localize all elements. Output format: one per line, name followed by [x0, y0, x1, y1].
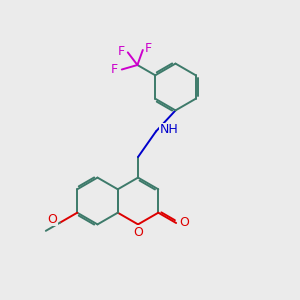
- Text: O: O: [180, 217, 190, 230]
- Text: NH: NH: [160, 123, 178, 136]
- Text: F: F: [111, 63, 118, 76]
- Text: O: O: [47, 212, 57, 226]
- Text: O: O: [133, 226, 143, 239]
- Text: F: F: [118, 45, 125, 58]
- Text: F: F: [145, 42, 152, 55]
